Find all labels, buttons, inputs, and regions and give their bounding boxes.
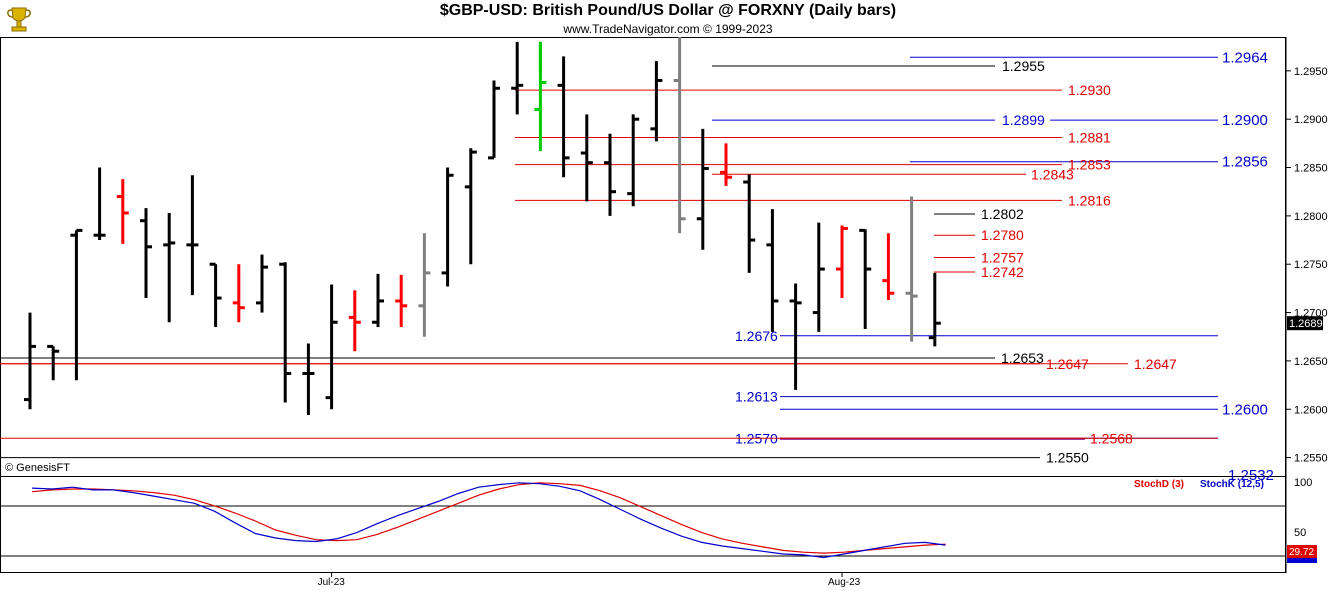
level-label: 1.2881 bbox=[1068, 130, 1111, 146]
price-y-tick-label: 1.2600 bbox=[1294, 404, 1328, 416]
price-y-partial-label: 1.2532 bbox=[1228, 467, 1274, 484]
stoch-y-tick-label: 50 bbox=[1294, 527, 1306, 539]
copyright-text: © GenesisFT bbox=[5, 462, 70, 474]
stoch-k-last-value-tag bbox=[1287, 558, 1317, 563]
stoch-panel-frame bbox=[0, 476, 1286, 573]
stoch-d-legend: StochD (3) bbox=[1134, 479, 1184, 490]
level-label: 1.2757 bbox=[981, 249, 1024, 265]
level-label: 1.2647 bbox=[1134, 356, 1177, 372]
price-y-tick-label: 1.2650 bbox=[1294, 356, 1328, 368]
price-y-tick-label: 1.2850 bbox=[1294, 163, 1328, 175]
level-label: 1.2955 bbox=[1002, 58, 1045, 74]
level-label: 1.2816 bbox=[1068, 192, 1111, 208]
stoch-last-value-label: 29.72 bbox=[1289, 547, 1314, 558]
stoch-d-line bbox=[31, 482, 946, 554]
level-label: 1.2802 bbox=[981, 206, 1024, 222]
last-price-label: 1.2689 bbox=[1289, 318, 1323, 330]
level-label: 1.2843 bbox=[1031, 166, 1074, 182]
level-label: 1.2676 bbox=[735, 328, 778, 344]
chart-subtitle: www.TradeNavigator.com © 1999-2023 bbox=[563, 22, 773, 36]
stoch-k-line bbox=[31, 482, 946, 559]
level-label: 1.2550 bbox=[1046, 450, 1089, 466]
price-y-tick-label: 1.2950 bbox=[1294, 66, 1328, 78]
level-label: 1.2930 bbox=[1068, 82, 1111, 98]
stoch-last-value-tag bbox=[1287, 545, 1317, 558]
level-label: 1.2856 bbox=[1222, 154, 1268, 171]
stoch-y-tick-label: 100 bbox=[1294, 477, 1312, 489]
level-label: 1.2853 bbox=[1068, 157, 1111, 173]
level-label: 1.2742 bbox=[981, 264, 1024, 280]
price-y-tick-label: 1.2550 bbox=[1294, 453, 1328, 465]
stoch-k-legend: StochK (12,5) bbox=[1200, 479, 1264, 490]
price-y-tick-label: 1.2900 bbox=[1294, 114, 1328, 126]
level-label: 1.2900 bbox=[1222, 112, 1268, 129]
trophy-logo-icon bbox=[4, 4, 34, 34]
level-label: 1.2964 bbox=[1222, 49, 1268, 66]
price-y-tick-label: 1.2750 bbox=[1294, 259, 1328, 271]
chart-title: $GBP-USD: British Pound/US Dollar @ FORX… bbox=[439, 2, 897, 19]
level-label: 1.2780 bbox=[981, 227, 1024, 243]
price-y-tick-label: 1.2800 bbox=[1294, 211, 1328, 223]
level-label: 1.2613 bbox=[735, 389, 778, 405]
level-label: 1.2899 bbox=[1002, 112, 1045, 128]
last-price-tag bbox=[1287, 316, 1323, 331]
level-label: 1.2653 bbox=[1001, 350, 1044, 366]
x-tick-label: Jul-23 bbox=[318, 577, 346, 588]
level-label: 1.2600 bbox=[1222, 401, 1268, 418]
x-tick-label: Aug-23 bbox=[828, 577, 861, 588]
